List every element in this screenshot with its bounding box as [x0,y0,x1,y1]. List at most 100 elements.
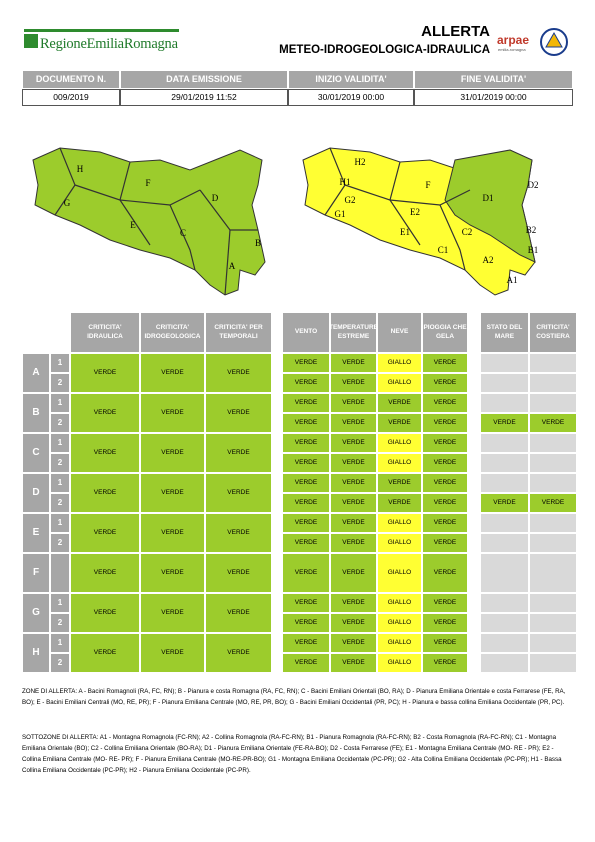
arpae-logo: arpae [497,33,529,47]
idro-value: VERDE [140,593,205,633]
meteo-value: VERDE [422,593,468,613]
map-label: D2 [528,180,539,190]
costa-value: VERDE [529,413,577,433]
doc-value: 009/2019 [22,89,120,106]
doc-header: DATA EMISSIONE [120,70,288,89]
map-label: A [229,261,236,271]
meteo-value: VERDE [330,353,377,373]
meteo-value: VERDE [282,533,330,553]
costa-empty [480,353,529,373]
arpae-sub: emilia-romagna [498,47,526,52]
map-label: E [130,220,136,230]
idro-value: VERDE [140,513,205,553]
costa-empty [480,393,529,413]
costa-empty [529,433,577,453]
subzone-label: 2 [50,613,70,633]
meteo-value: VERDE [330,473,377,493]
map-label: C1 [438,245,449,255]
map-label: G [64,198,71,208]
zone-label: H [22,633,50,673]
doc-header: FINE VALIDITA' [414,70,573,89]
meteo-value: VERDE [422,413,468,433]
map-label: E2 [410,207,420,217]
meteo-value: VERDE [330,413,377,433]
subzone-label: 2 [50,493,70,513]
meteo-value: VERDE [422,393,468,413]
zone-label: E [22,513,50,553]
meteo-value: VERDE [282,553,330,593]
meteo-value: VERDE [330,493,377,513]
map-label: G1 [335,209,346,219]
subzone-label: 1 [50,393,70,413]
idro-value: VERDE [70,353,140,393]
meteo-value: VERDE [422,613,468,633]
meteo-value: VERDE [330,513,377,533]
costa-empty [480,553,529,593]
zone-label: A [22,353,50,393]
costa-empty [480,653,529,673]
column-header: CRITICITA' IDROGEOLOGICA [140,312,205,353]
meteo-value: GIALLO [377,653,422,673]
meteo-value: GIALLO [377,633,422,653]
subzone-label: 1 [50,593,70,613]
meteo-value: VERDE [282,393,330,413]
idro-value: VERDE [140,353,205,393]
costa-value: VERDE [529,493,577,513]
zone-border [439,204,466,271]
idro-value: VERDE [70,393,140,433]
map-label: C [180,228,186,238]
meteo-value: VERDE [422,553,468,593]
zone-border [169,204,196,271]
map-label: E1 [400,227,410,237]
map-label: B1 [528,245,539,255]
meteo-value: GIALLO [377,453,422,473]
costa-empty [529,513,577,533]
costa-empty [480,373,529,393]
costa-empty [480,533,529,553]
header-art: RegioneEmiliaRomagna ALLERTA METEO-IDROG… [24,23,568,296]
subzone-label: 1 [50,473,70,493]
protezione-civile-emblem [545,31,563,48]
costa-empty [529,393,577,413]
costa-empty [529,353,577,373]
meteo-value: GIALLO [377,593,422,613]
costa-empty [480,633,529,653]
note: ZONE DI ALLERTA: A - Bacini Romagnoli (R… [22,688,566,706]
meteo-value: VERDE [377,413,422,433]
map-label: F [145,178,150,188]
meteo-value: VERDE [282,413,330,433]
meteo-value: VERDE [330,593,377,613]
subzone-label: 2 [50,653,70,673]
title: ALLERTA [421,23,490,40]
meteo-value: VERDE [282,513,330,533]
meteo-value: VERDE [282,633,330,653]
doc-value: 29/01/2019 11:52 [120,89,288,106]
column-header: CRITICITA' IDRAULICA [70,312,140,353]
meteo-value: VERDE [422,353,468,373]
idro-value: VERDE [70,553,140,593]
meteo-value: VERDE [422,513,468,533]
logo-bar [24,29,179,32]
meteo-value: VERDE [422,653,468,673]
column-header: CRITICITA' PER TEMPORALI [205,312,272,353]
column-header: CRITICITA' COSTIERA [529,312,577,353]
doc-header: DOCUMENTO N. [22,70,120,89]
idro-value: VERDE [205,593,272,633]
meteo-value: VERDE [330,433,377,453]
subzone-label: 1 [50,513,70,533]
meteo-value: VERDE [330,653,377,673]
idro-value: VERDE [70,433,140,473]
costa-empty [480,593,529,613]
costa-empty [529,533,577,553]
meteo-value: VERDE [377,393,422,413]
map-label: H2 [355,157,366,167]
meteo-value: GIALLO [377,433,422,453]
map-label: D1 [483,193,494,203]
idro-value: VERDE [140,393,205,433]
map-label: H [77,164,84,174]
map-label: B [255,238,261,248]
subzone-label: 2 [50,373,70,393]
meteo-value: VERDE [422,453,468,473]
subzone-label: 1 [50,353,70,373]
